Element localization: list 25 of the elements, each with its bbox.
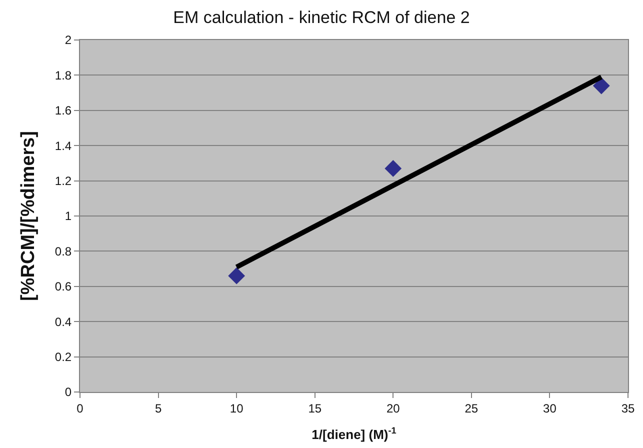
- y-tick-label: 1.6: [54, 104, 72, 118]
- y-tick-label: 0.8: [54, 244, 72, 258]
- point: [592, 77, 610, 94]
- chart-title: EM calculation - kinetic RCM of diene 2: [173, 8, 470, 28]
- y-tick-label: 0: [64, 385, 72, 400]
- x-tick-label: 35: [621, 401, 635, 416]
- x-tick-label: 30: [543, 401, 557, 416]
- y-tick-label: 1.2: [54, 174, 72, 188]
- point: [228, 267, 246, 284]
- y-tick-label: 2: [64, 33, 72, 48]
- point: [384, 160, 402, 177]
- y-axis-title: [%RCM]/[%dimers]: [18, 131, 39, 301]
- x-tick-label: 20: [386, 401, 400, 416]
- x-tick-label: 10: [230, 401, 244, 416]
- x-tick-label: 5: [154, 401, 162, 416]
- y-tick-label: 0.6: [54, 280, 72, 294]
- y-tick-label: 0.2: [54, 350, 72, 364]
- x-tick-label: 0: [76, 401, 84, 416]
- y-tick-label: 1: [64, 209, 72, 224]
- x-tick-label: 25: [464, 401, 478, 416]
- x-axis-title: 1/[diene] (M)$^{-1}$: [312, 426, 396, 442]
- y-tick-label: 0.4: [54, 314, 72, 329]
- x-tick-label: 15: [308, 401, 322, 416]
- y-tick-label: 1.4: [54, 138, 72, 153]
- y-tick-label: 1.8: [54, 68, 72, 82]
